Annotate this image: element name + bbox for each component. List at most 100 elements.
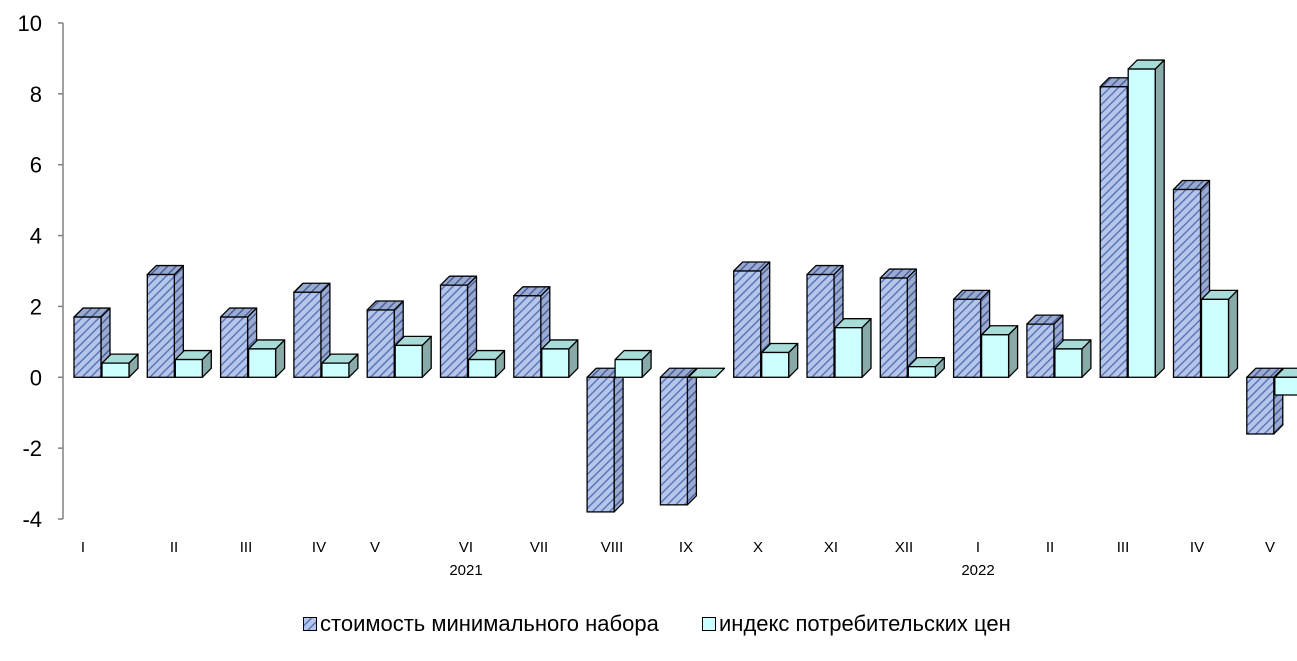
x-tick-label: IV: [312, 539, 326, 556]
bar-series1-8: [586, 367, 624, 513]
bar-series1-17-front: [1246, 376, 1275, 435]
x-tick-label: III: [1117, 539, 1130, 556]
x-tick-label: VIII: [601, 539, 624, 556]
bar-series1-8-side: [613, 367, 624, 513]
bar-series2-10-front: [761, 351, 790, 378]
bar-series2-13-front: [980, 334, 1010, 378]
y-tick-label: -4: [22, 507, 42, 532]
bar-series2-12: [907, 357, 945, 378]
bar-series1-10: [733, 261, 771, 378]
bar-series2-5: [394, 335, 432, 378]
x-tick-label: IV: [1190, 539, 1204, 556]
bar-series2-2-front: [174, 358, 203, 378]
bar-series2-14: [1054, 339, 1092, 378]
bar-series2-11: [834, 318, 872, 378]
bar-series2-16: [1200, 289, 1239, 378]
year-label: 2021: [449, 562, 482, 579]
x-tick-label: V: [1265, 539, 1275, 556]
bar-series1-12-front: [879, 277, 908, 378]
bar-series2-11-front: [834, 327, 863, 378]
bar-series1-2-front: [146, 273, 175, 378]
bar-series1-6-front: [439, 284, 469, 378]
bar-series1-4-front: [293, 291, 322, 378]
bars-group: [73, 59, 1297, 513]
bar-series1-15-front: [1099, 86, 1128, 378]
x-tick-label: II: [1046, 539, 1054, 556]
bar-series1-14-front: [1026, 323, 1055, 378]
bar-series2-8-front: [614, 358, 643, 378]
axes-group: 10 8 6 4 2 0 -2 -4: [18, 11, 64, 532]
bar-series2-2: [174, 349, 212, 378]
bar-series2-6-front: [467, 358, 497, 378]
bar-series2-14-front: [1054, 348, 1083, 378]
bar-series1-3-front: [219, 316, 249, 378]
y-tick-label: 6: [30, 153, 42, 178]
y-tick-label: 4: [30, 224, 42, 249]
y-tick-label: 2: [30, 294, 42, 319]
bar-series1-5-front: [366, 309, 395, 378]
legend-item-series1: стоимость минимального набора: [303, 611, 659, 637]
bar-series2-16-side: [1227, 289, 1239, 378]
x-tick-label: I: [976, 539, 980, 556]
y-tick-label: -2: [22, 436, 42, 461]
bar-series2-6: [467, 349, 506, 378]
y-tick-label: 8: [30, 82, 42, 107]
x-tick-label: VI: [459, 539, 473, 556]
x-tick-label: III: [240, 539, 253, 556]
bar-series2-1-front: [101, 362, 130, 378]
bar-series1-8-front: [586, 376, 615, 513]
y-tick-label: 0: [30, 365, 42, 390]
x-tick-label: XII: [895, 539, 913, 556]
x-tick-label: X: [753, 539, 763, 556]
x-tick-label: I: [81, 539, 85, 556]
bar-series1-4: [293, 282, 331, 378]
bar-series2-16-front: [1200, 298, 1230, 378]
year-label: 2022: [961, 562, 994, 579]
x-tick-label: VII: [530, 539, 548, 556]
bar-series2-15-side: [1154, 59, 1165, 378]
x-tick-label: V: [370, 539, 380, 556]
bar-series2-5-front: [394, 344, 423, 378]
bar-series1-11-front: [806, 273, 835, 378]
bar-series1-9: [659, 367, 698, 506]
bar-series2-3-front: [247, 348, 277, 378]
y-tick-label: 10: [18, 11, 42, 36]
bar-series2-7: [541, 339, 579, 378]
bar-series1-10-front: [733, 270, 762, 378]
bar-series2-15: [1127, 59, 1165, 378]
bar-series2-11-side: [861, 318, 872, 378]
bar-series2-13: [980, 325, 1019, 378]
bar-series2-15-front: [1127, 68, 1156, 378]
bar-series1-16-front: [1172, 188, 1202, 378]
bar-series2-12-front: [907, 366, 936, 378]
legend: стоимость минимального набора индекс пот…: [0, 611, 1297, 651]
bar-series1-9-front: [659, 376, 689, 506]
bar-series2-1: [101, 353, 139, 378]
legend-label-series1: стоимость минимального набора: [320, 611, 659, 636]
bar-series1-2: [146, 264, 184, 378]
bar-series1-16: [1172, 179, 1211, 378]
bar-series2-8: [614, 349, 652, 378]
bar-series2-9: [687, 367, 726, 378]
bar-series2-3: [247, 339, 286, 378]
legend-label-series2: индекс потребительских цен: [719, 611, 1011, 636]
x-tick-label: XI: [824, 539, 838, 556]
bar-series2-10: [761, 342, 799, 378]
legend-swatch-series1: [303, 617, 317, 631]
bar-series2-17: [1274, 367, 1297, 396]
legend-item-series2: индекс потребительских цен: [702, 611, 1011, 637]
bar-series1-12: [879, 268, 917, 378]
bar-series2-7-front: [541, 348, 570, 378]
x-tick-label: II: [170, 539, 178, 556]
bar-series2-4-front: [321, 362, 350, 378]
x-tick-label: IX: [679, 539, 693, 556]
legend-swatch-series2: [702, 617, 716, 631]
bar-series1-1-front: [73, 316, 102, 378]
bar-series1-9-side: [686, 367, 698, 506]
bar-series2-4: [321, 353, 359, 378]
bar-series1-7-front: [513, 295, 542, 378]
bar-series2-17-front: [1274, 376, 1297, 396]
bar-series1-13-front: [952, 298, 982, 378]
